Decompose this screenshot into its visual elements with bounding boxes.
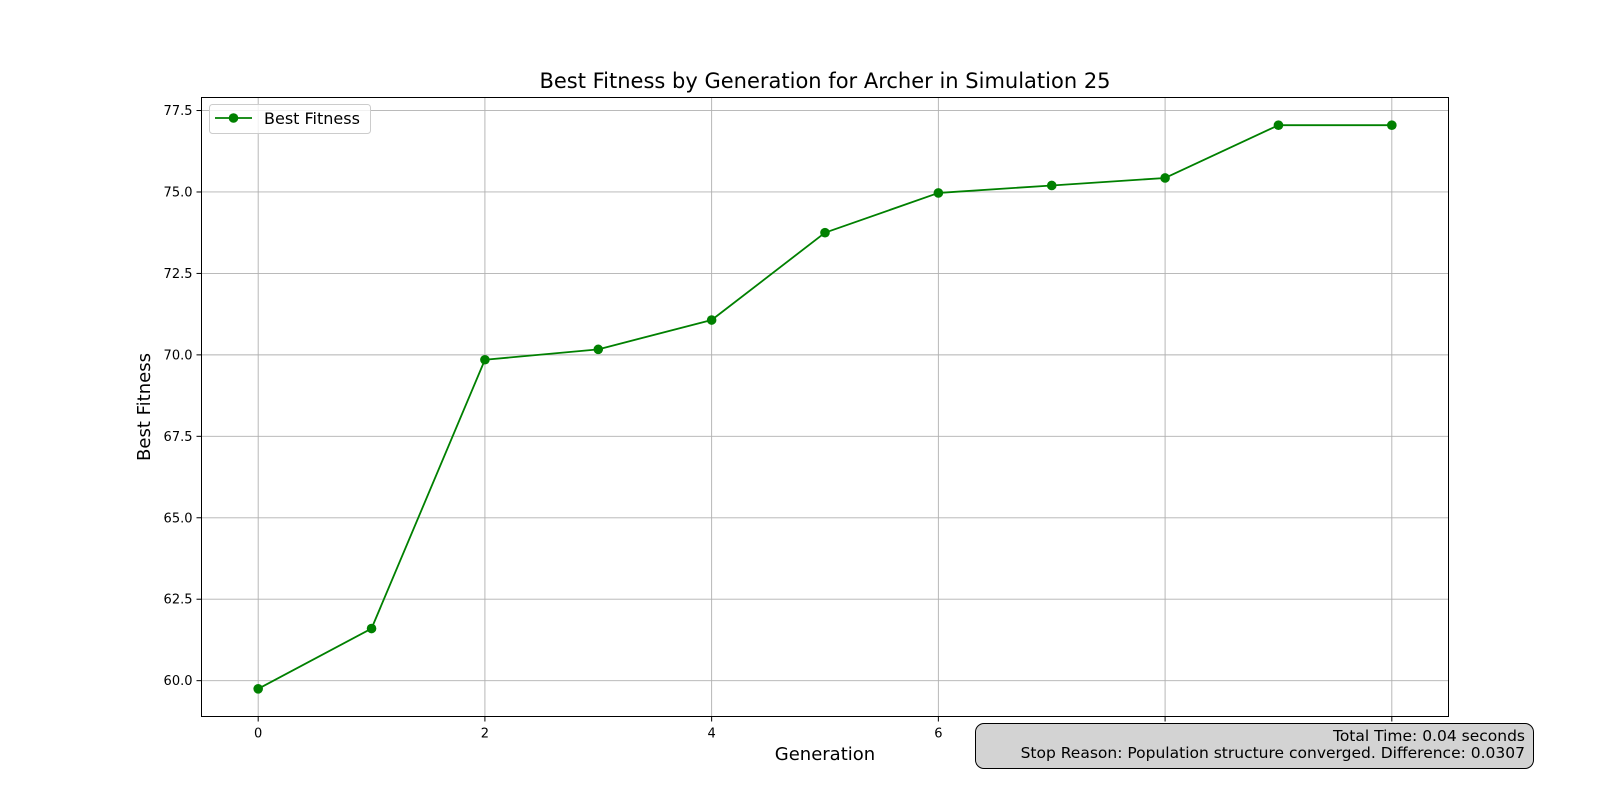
data-point: [1273, 120, 1284, 130]
grid-layer: [201, 97, 1449, 717]
data-point: [933, 188, 944, 198]
data-point: [480, 354, 490, 365]
x-tick-label: 0: [254, 727, 262, 742]
data-point: [366, 623, 377, 634]
y-tick-label: 75.0: [164, 185, 193, 200]
x-axis-label: Generation: [775, 744, 875, 765]
y-tick-label: 70.0: [164, 348, 193, 363]
y-tick-label: 77.5: [164, 104, 193, 119]
series-layer: [253, 120, 1397, 694]
plot-frame: [201, 97, 1449, 717]
data-point: [820, 227, 830, 238]
total-time-text: Total Time: 0.04 seconds: [1332, 727, 1525, 745]
series-line: [257, 124, 1392, 690]
ticks-layer: 0 2 4 6 60.0 62.5 65.0 67.5 70.0 72.5 75.0 77.5: [164, 104, 1393, 742]
legend-label: Best Fitness: [264, 109, 360, 128]
legend: Best Fitness: [209, 104, 371, 134]
stats-annotation-box: Total Time: 0.04 seconds Stop Reason: Po…: [975, 723, 1534, 769]
legend-frame: [209, 104, 371, 134]
chart-title: Best Fitness by Generation for Archer in…: [539, 69, 1110, 93]
data-point: [593, 344, 604, 355]
y-axis-label: Best Fitness: [134, 353, 155, 461]
data-point: [706, 315, 717, 325]
legend-marker-swatch: [228, 113, 239, 123]
data-point: [1046, 180, 1057, 191]
y-tick-label: 67.5: [164, 430, 193, 445]
y-tick-label: 65.0: [164, 511, 193, 526]
data-point: [253, 684, 263, 694]
x-tick-label: 2: [481, 727, 489, 742]
stop-reason-text: Stop Reason: Population structure conver…: [1020, 744, 1525, 762]
y-tick-label: 72.5: [164, 267, 193, 282]
y-tick-label: 62.5: [164, 593, 193, 608]
y-tick-label: 60.0: [164, 674, 193, 689]
x-tick-label: 4: [707, 727, 715, 742]
data-point: [1387, 120, 1397, 130]
x-tick-label: 6: [934, 727, 942, 742]
data-point: [1160, 173, 1170, 183]
